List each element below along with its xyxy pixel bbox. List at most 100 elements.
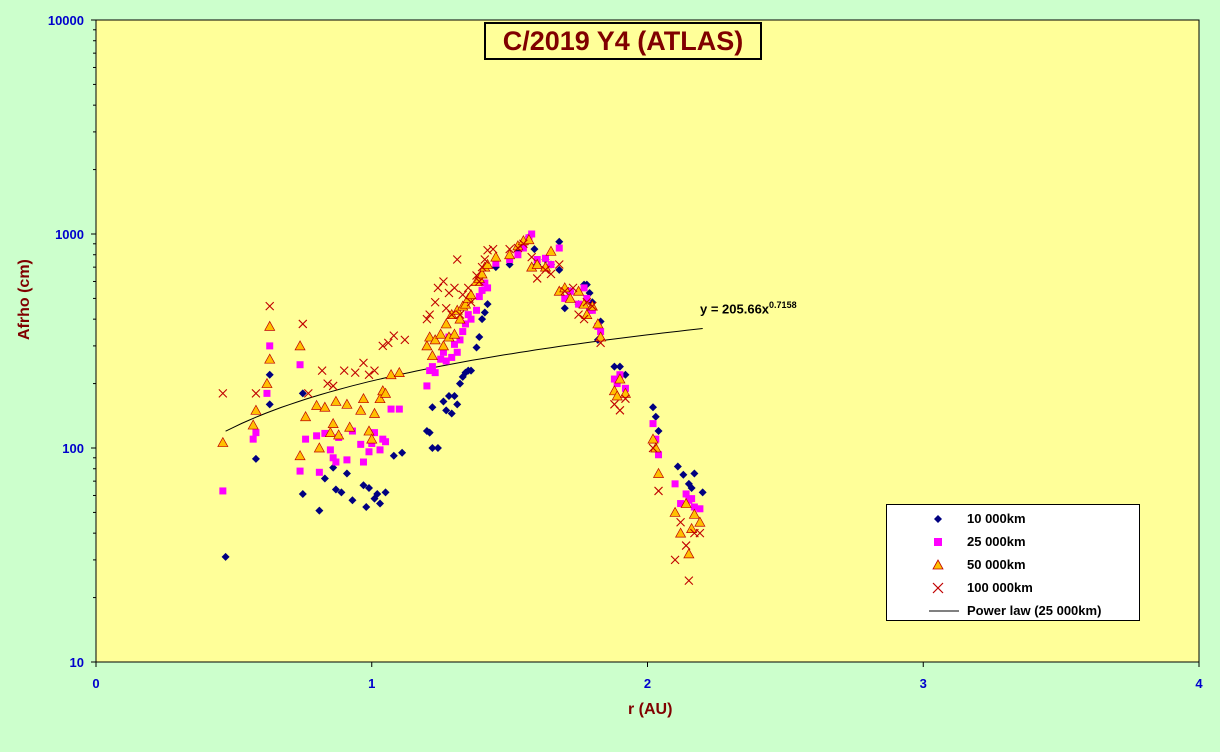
data-point — [676, 517, 685, 527]
data-point — [527, 252, 537, 262]
data-point — [596, 338, 606, 348]
data-point — [425, 310, 435, 320]
data-point — [378, 341, 388, 351]
data-point — [681, 541, 691, 550]
data-point — [339, 366, 349, 375]
data-point — [459, 328, 467, 336]
data-point — [428, 363, 436, 371]
data-point — [265, 370, 274, 379]
data-point — [371, 429, 379, 437]
data-point — [326, 446, 334, 454]
data-point — [250, 404, 262, 415]
data-point — [376, 499, 385, 508]
data-point — [400, 335, 410, 345]
data-point — [433, 283, 443, 293]
x-tick-label: 4 — [1195, 676, 1203, 691]
data-point — [303, 388, 313, 398]
data-point — [467, 366, 476, 375]
data-point — [251, 388, 261, 398]
data-point — [610, 375, 618, 383]
data-point — [341, 398, 353, 409]
data-point — [442, 357, 450, 365]
data-point — [437, 340, 450, 351]
data-point — [611, 390, 623, 401]
data-point — [475, 293, 483, 301]
data-point — [261, 377, 273, 388]
data-point — [580, 284, 588, 292]
data-point — [329, 463, 338, 472]
data-point — [247, 419, 259, 430]
data-point — [651, 412, 660, 421]
data-point — [219, 487, 227, 495]
data-point — [395, 405, 403, 413]
y-tick-label: 100 — [62, 441, 84, 456]
y-tick-label: 1000 — [55, 227, 84, 242]
data-point — [317, 366, 327, 375]
data-point — [621, 394, 630, 404]
data-point — [698, 488, 707, 497]
x-marker-icon — [932, 582, 944, 594]
data-point — [619, 387, 632, 398]
y-tick-label: 10 — [70, 655, 84, 670]
data-point — [389, 331, 399, 341]
data-point — [456, 336, 464, 344]
data-point — [519, 244, 527, 252]
data-point — [368, 407, 381, 418]
trend-equation: y = 205.66x0.7158 — [700, 300, 797, 316]
data-point — [490, 251, 502, 262]
data-point — [478, 286, 486, 294]
data-point — [610, 362, 619, 371]
data-point — [440, 318, 452, 329]
trend-equation-exponent: 0.7158 — [769, 300, 797, 310]
data-point — [362, 503, 371, 512]
data-point — [264, 320, 276, 331]
data-point — [313, 432, 321, 440]
data-point — [453, 348, 461, 356]
legend-item-50000km: 50 000km — [887, 554, 1139, 576]
data-point — [561, 294, 569, 302]
y-tick-label: 10000 — [48, 13, 84, 28]
data-point — [492, 259, 500, 267]
data-point — [264, 353, 276, 364]
data-point — [343, 456, 351, 464]
data-point — [615, 362, 624, 371]
data-point — [473, 306, 481, 314]
data-point — [582, 297, 592, 307]
legend-label: 100 000km — [967, 580, 1033, 595]
square-marker-icon — [934, 538, 942, 546]
data-point — [560, 304, 569, 313]
data-point — [652, 467, 665, 478]
data-point — [328, 381, 338, 391]
data-point — [382, 438, 390, 446]
data-point — [431, 369, 439, 377]
data-point — [478, 315, 487, 324]
data-point — [324, 426, 336, 437]
data-point — [687, 484, 696, 493]
data-point — [333, 429, 345, 440]
data-point — [398, 448, 407, 457]
data-point — [458, 290, 468, 300]
data-point — [331, 485, 340, 494]
data-point — [441, 303, 451, 313]
data-point — [437, 355, 445, 363]
data-point — [682, 490, 690, 498]
data-point — [448, 328, 461, 339]
data-point — [423, 382, 431, 390]
data-point — [323, 379, 333, 388]
data-point — [581, 308, 593, 319]
data-point — [266, 342, 274, 350]
data-point — [555, 237, 564, 246]
data-point — [506, 256, 514, 264]
data-point — [564, 292, 576, 303]
data-point — [357, 392, 370, 404]
data-point — [472, 343, 481, 352]
data-point — [296, 467, 304, 475]
data-points — [217, 230, 707, 586]
data-point — [583, 294, 591, 302]
data-point — [428, 403, 437, 412]
data-point — [505, 244, 515, 254]
data-point — [480, 255, 490, 264]
legend-label: Power law (25 000km) — [967, 603, 1102, 618]
data-point — [299, 411, 312, 422]
data-point — [330, 395, 342, 406]
